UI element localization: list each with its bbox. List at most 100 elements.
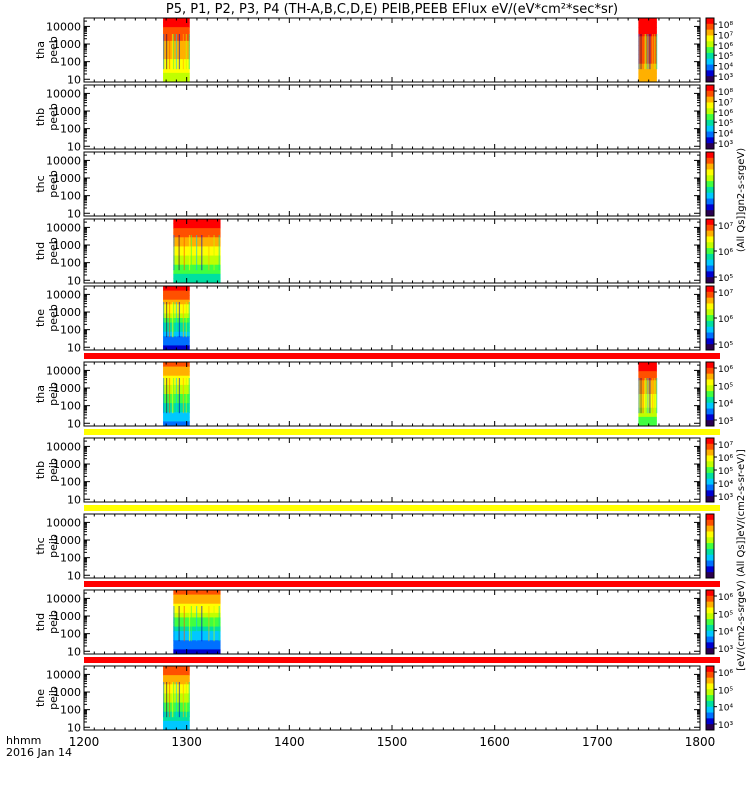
- flux-streak: [173, 235, 175, 271]
- flux-streak: [642, 378, 644, 414]
- y-tick-label: 100: [60, 190, 81, 203]
- colorbar-swatch: [706, 58, 714, 66]
- colorbar-swatch: [706, 114, 714, 121]
- probe-label: thd: [34, 242, 47, 260]
- colorbar-tick-label: 10⁵: [718, 686, 733, 696]
- flux-band: [163, 666, 190, 672]
- y-tick-label: 10: [67, 73, 81, 86]
- flux-streak: [183, 235, 185, 271]
- flux-block: [163, 286, 190, 351]
- colorbar-swatch: [706, 242, 714, 249]
- colorbar: 10⁷ 10⁶ 10⁵: [705, 218, 733, 284]
- flux-streak: [213, 235, 215, 271]
- y-tick-label: 100: [60, 123, 81, 136]
- colorbar-swatch: [706, 125, 714, 133]
- y-tick-label: 100: [60, 400, 81, 413]
- colorbar-tick-label: 10⁴: [718, 63, 733, 73]
- y-tick-label: 10000: [46, 440, 81, 453]
- date-label: 2016 Jan 14: [6, 746, 72, 759]
- colorbar-swatch: [706, 35, 714, 42]
- probe-label: thb: [34, 461, 47, 479]
- chart-title: P5, P1, P2, P3, P4 (TH-A,B,C,D,E) PEIB,P…: [166, 2, 618, 17]
- colorbar-swatch: [706, 192, 714, 200]
- colorbar-swatch: [706, 297, 714, 304]
- y-tick-label: 100: [60, 628, 81, 641]
- colorbar: 10⁷ 10⁶ 10⁵ 10⁴ 10³: [705, 437, 733, 503]
- colorbar-swatch: [706, 396, 714, 404]
- panel-10: 10 100 1000 10000 the peib 10⁶ 10⁵ 10⁴ 10³: [34, 665, 733, 734]
- colorbar-frame: [705, 17, 715, 83]
- colorbar-frame: [705, 513, 715, 579]
- y-tick-label: 1000: [53, 38, 81, 51]
- y-tick-label: 10: [67, 140, 81, 153]
- colorbar-swatch: [706, 525, 714, 532]
- flux-band: [638, 22, 657, 28]
- colorbar-swatch: [706, 630, 714, 638]
- colorbar-tick-label: 10⁷: [718, 98, 733, 108]
- flux-streak: [178, 235, 180, 271]
- colorbar-tick-label: 10⁵: [718, 610, 733, 620]
- flux-streak: [185, 34, 187, 70]
- flux-streak: [168, 34, 171, 70]
- colorbar-swatch: [706, 224, 714, 232]
- y-tick-label: 10: [67, 207, 81, 220]
- panel-frame: [83, 151, 701, 217]
- flux-band: [173, 599, 221, 605]
- colorbar-swatch: [706, 438, 714, 445]
- y-tick-label: 10: [67, 645, 81, 658]
- quality-flag-bar: [84, 505, 720, 511]
- colorbar-swatch: [706, 636, 714, 643]
- colorbar-swatch: [706, 548, 714, 556]
- flux-streak: [188, 34, 190, 70]
- colorbar-frame: [705, 84, 715, 150]
- colorbar-frame: [705, 665, 715, 731]
- y-tick-label: 1000: [53, 172, 81, 185]
- flux-streak: [185, 682, 187, 718]
- colorbar-swatch: [706, 137, 714, 144]
- colorbar-tick-label: 10³: [718, 140, 733, 150]
- colorbar-tick-label: 10⁶: [718, 42, 733, 52]
- flux-streak: [195, 606, 198, 642]
- flux-streak: [172, 378, 175, 414]
- flux-block: [638, 362, 658, 427]
- flux-streak: [171, 682, 174, 718]
- colorbar-swatch: [706, 157, 714, 165]
- flux-band: [173, 644, 221, 650]
- flux-streak: [201, 235, 203, 271]
- flux-band: [638, 362, 657, 368]
- colorbar-tick-label: 10⁸: [718, 21, 733, 31]
- flux-streak: [171, 378, 174, 414]
- y-tick-label: 10: [67, 417, 81, 430]
- flux-band: [173, 223, 221, 229]
- flux-streak: [165, 302, 168, 338]
- colorbar-swatch: [706, 29, 714, 36]
- flux-streak: [171, 34, 174, 70]
- colorbar-swatch: [706, 402, 714, 410]
- flux-streak: [172, 682, 175, 718]
- species-label: peeb: [47, 103, 60, 131]
- panel-frame: [83, 513, 701, 579]
- colorbar-tick-label: 10⁷: [718, 222, 733, 232]
- y-tick-label: 10000: [46, 154, 81, 167]
- colorbar-tick-label: 10³: [718, 417, 733, 427]
- colorbar-swatch: [706, 514, 714, 521]
- colorbar-swatch: [706, 291, 714, 299]
- flux-band: [163, 720, 190, 726]
- y-tick-label: 10: [67, 341, 81, 354]
- flux-block: [173, 590, 221, 655]
- colorbar-swatch: [706, 642, 714, 649]
- flux-streak: [178, 302, 181, 338]
- flux-streak: [168, 378, 171, 414]
- x-tick-label: 1400: [274, 735, 305, 749]
- colorbar-swatch: [706, 414, 714, 421]
- y-tick-label: 10: [67, 274, 81, 287]
- panel-3: 10 100 1000 10000 thc peeb: [34, 151, 715, 220]
- flux-streak: [642, 34, 644, 70]
- y-tick-label: 10000: [46, 288, 81, 301]
- flux-band: [638, 416, 657, 422]
- colorbar-swatch: [706, 455, 714, 462]
